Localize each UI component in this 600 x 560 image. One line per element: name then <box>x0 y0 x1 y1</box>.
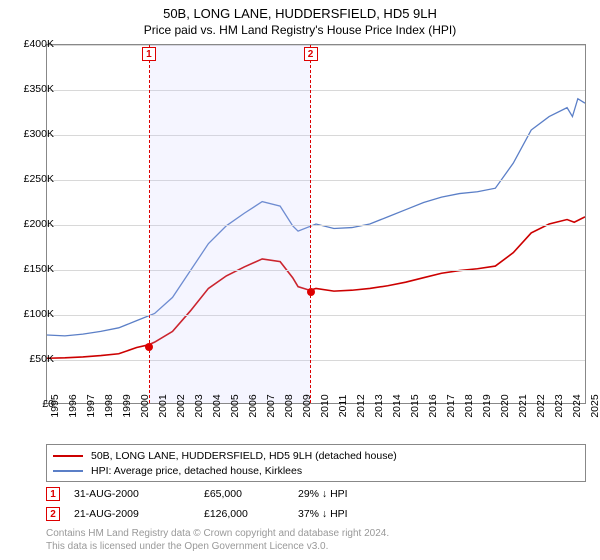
x-axis-label: 2001 <box>157 394 169 417</box>
x-axis-label: 2008 <box>283 394 295 417</box>
x-axis-label: 2000 <box>139 394 151 417</box>
chart-container: 50B, LONG LANE, HUDDERSFIELD, HD5 9LH Pr… <box>0 0 600 560</box>
x-axis-label: 1997 <box>85 394 97 417</box>
x-axis-label: 2016 <box>427 394 439 417</box>
chart-marker-icon: 2 <box>304 47 318 61</box>
x-axis-label: 2010 <box>319 394 331 417</box>
sale-date: 31-AUG-2000 <box>74 488 204 500</box>
sales-table: 1 31-AUG-2000 £65,000 29% ↓ HPI 2 21-AUG… <box>46 484 418 524</box>
x-axis-label: 2022 <box>535 394 547 417</box>
chart-marker-icon: 1 <box>142 47 156 61</box>
x-axis-label: 2012 <box>355 394 367 417</box>
footer-line: Contains HM Land Registry data © Crown c… <box>46 528 389 541</box>
y-axis-label: £250K <box>24 173 54 185</box>
legend-item-hpi: HPI: Average price, detached house, Kirk… <box>53 463 579 478</box>
series-property <box>47 217 585 358</box>
x-axis-label: 2024 <box>571 394 583 417</box>
sale-marker-icon: 1 <box>46 487 60 501</box>
x-axis-label: 1999 <box>121 394 133 417</box>
legend: 50B, LONG LANE, HUDDERSFIELD, HD5 9LH (d… <box>46 444 586 482</box>
legend-item-property: 50B, LONG LANE, HUDDERSFIELD, HD5 9LH (d… <box>53 448 579 463</box>
sale-diff: 29% ↓ HPI <box>298 488 418 500</box>
title-block: 50B, LONG LANE, HUDDERSFIELD, HD5 9LH Pr… <box>0 0 600 37</box>
table-row: 2 21-AUG-2009 £126,000 37% ↓ HPI <box>46 504 418 524</box>
y-axis-label: £200K <box>24 218 54 230</box>
sale-marker-icon: 2 <box>46 507 60 521</box>
chart-title: 50B, LONG LANE, HUDDERSFIELD, HD5 9LH <box>0 6 600 21</box>
x-axis-label: 2023 <box>553 394 565 417</box>
sale-dot <box>307 288 315 296</box>
sale-price: £65,000 <box>204 488 298 500</box>
legend-swatch <box>53 470 83 472</box>
x-axis-label: 2014 <box>391 394 403 417</box>
x-axis-label: 2011 <box>337 395 349 418</box>
y-axis-label: £300K <box>24 128 54 140</box>
x-axis-label: 2005 <box>229 394 241 417</box>
x-axis-label: 2020 <box>499 394 511 417</box>
y-axis-label: £50K <box>29 353 54 365</box>
plot-area: 12 <box>46 44 586 404</box>
x-axis-label: 2006 <box>247 394 259 417</box>
x-axis-label: 1998 <box>103 394 115 417</box>
x-axis-label: 2018 <box>463 394 475 417</box>
x-axis-label: 1995 <box>49 394 61 417</box>
x-axis-label: 1996 <box>67 394 79 417</box>
y-axis-label: £400K <box>24 38 54 50</box>
legend-label: 50B, LONG LANE, HUDDERSFIELD, HD5 9LH (d… <box>91 450 397 462</box>
y-axis-label: £350K <box>24 83 54 95</box>
sale-diff: 37% ↓ HPI <box>298 508 418 520</box>
x-axis-label: 2007 <box>265 394 277 417</box>
legend-label: HPI: Average price, detached house, Kirk… <box>91 465 302 477</box>
sale-price: £126,000 <box>204 508 298 520</box>
x-axis-label: 2019 <box>481 394 493 417</box>
x-axis-label: 2017 <box>445 394 457 417</box>
y-axis-label: £150K <box>24 263 54 275</box>
y-axis-label: £100K <box>24 308 54 320</box>
x-axis-label: 2013 <box>373 394 385 417</box>
sale-date: 21-AUG-2009 <box>74 508 204 520</box>
x-axis-label: 2009 <box>301 394 313 417</box>
legend-swatch <box>53 455 83 457</box>
x-axis-label: 2004 <box>211 394 223 417</box>
sale-dot <box>145 343 153 351</box>
table-row: 1 31-AUG-2000 £65,000 29% ↓ HPI <box>46 484 418 504</box>
chart-subtitle: Price paid vs. HM Land Registry's House … <box>0 23 600 37</box>
x-axis-label: 2015 <box>409 394 421 417</box>
x-axis-label: 2002 <box>175 394 187 417</box>
x-axis-label: 2003 <box>193 394 205 417</box>
line-svg <box>47 45 585 403</box>
footer-line: This data is licensed under the Open Gov… <box>46 541 389 554</box>
marker-band <box>149 45 311 403</box>
footer: Contains HM Land Registry data © Crown c… <box>46 528 389 553</box>
x-axis-label: 2025 <box>589 394 600 417</box>
x-axis-label: 2021 <box>517 394 529 417</box>
